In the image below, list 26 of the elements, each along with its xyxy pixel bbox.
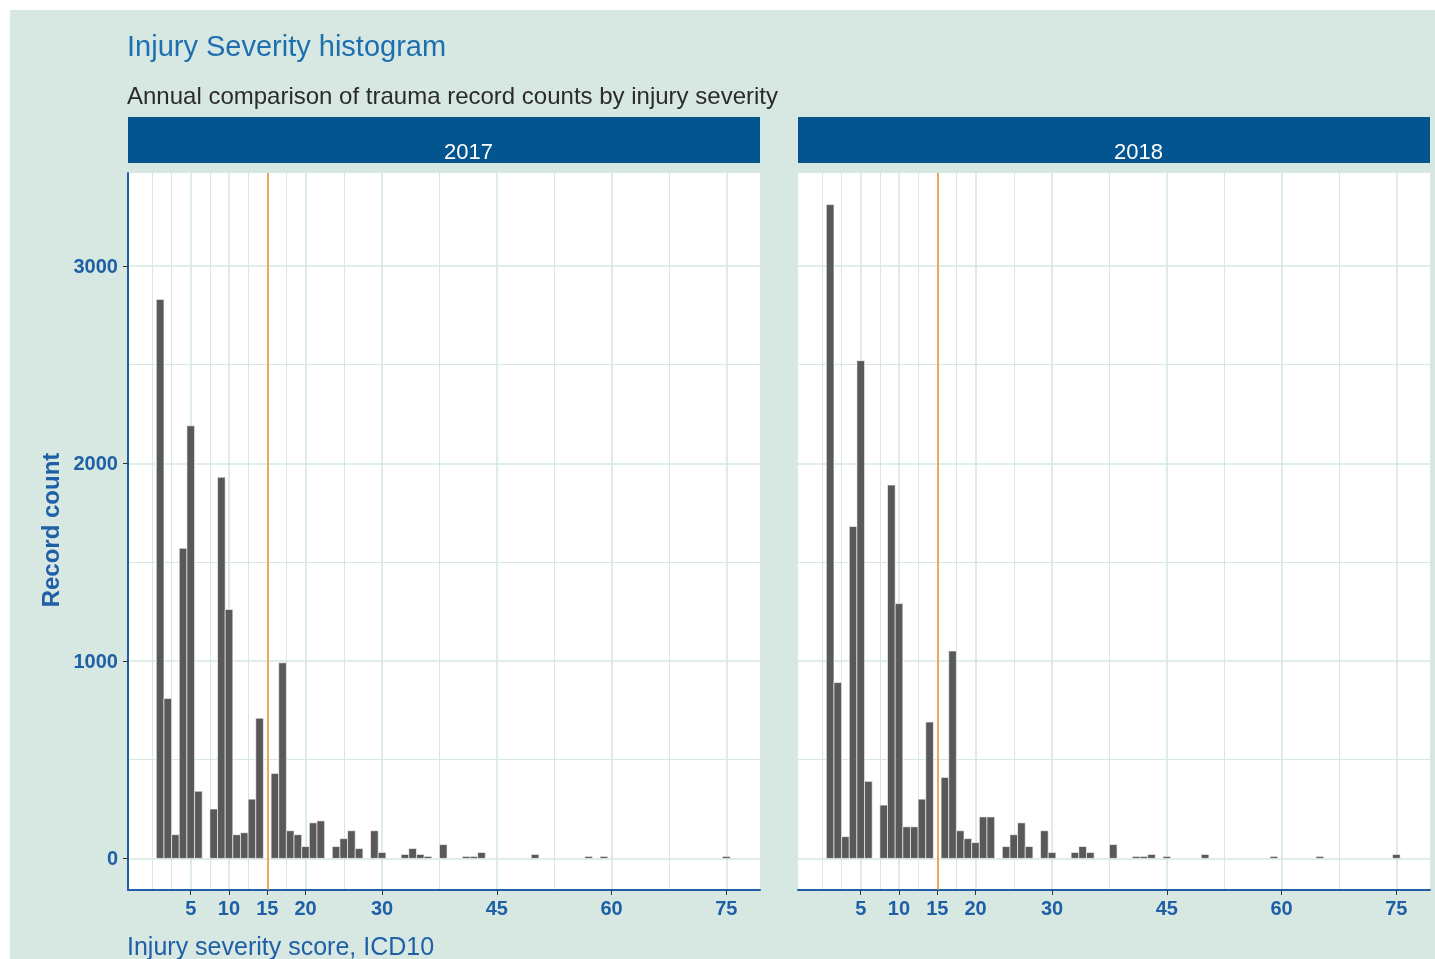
x-tick-label: 20: [964, 897, 987, 919]
x-tick-label: 10: [887, 897, 911, 919]
text: 2017: [444, 138, 493, 164]
x-tick-label: 45: [1155, 897, 1178, 919]
y-tick-label: 1000: [73, 649, 118, 672]
x-tick-label: 75: [715, 897, 738, 919]
x-axis-title: Injury severity score, ICD10: [127, 931, 435, 959]
x-tick-label: 15: [926, 897, 949, 919]
x-tick-label: 30: [370, 897, 394, 919]
x-tick-label: 10: [217, 897, 241, 919]
x-tick-label: 5: [855, 897, 867, 919]
x-tick-label: 60: [600, 897, 623, 919]
y-axis-title: Record count: [36, 452, 64, 608]
text: 2018: [1114, 138, 1163, 164]
x-tick-label: 75: [1385, 897, 1408, 919]
x-tick-label: 30: [1040, 897, 1064, 919]
x-tick-label: 15: [256, 897, 279, 919]
y-tick-label: 3000: [73, 254, 118, 277]
chart-subtitle: Annual comparison of trauma record counts by injury severity: [127, 82, 778, 110]
chart-title: Injury Severity histogram: [127, 30, 447, 63]
y-tick-label: 0: [106, 847, 118, 870]
x-tick-label: 60: [1270, 897, 1293, 919]
x-tick-label: 45: [485, 897, 508, 919]
x-tick-label: 20: [294, 897, 317, 919]
y-tick-label: 2000: [73, 452, 118, 475]
x-tick-label: 5: [185, 897, 197, 919]
